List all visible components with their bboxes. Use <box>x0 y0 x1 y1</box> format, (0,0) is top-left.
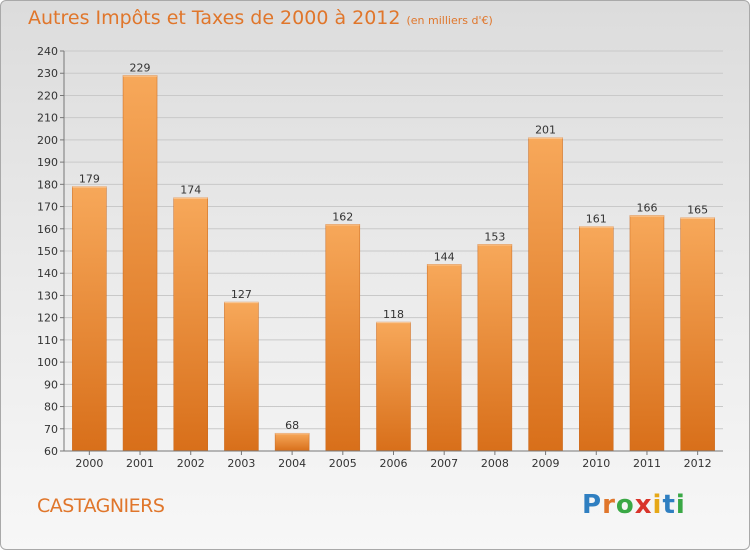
y-tick-label: 190 <box>37 156 58 169</box>
data-label-2003: 127 <box>231 288 252 301</box>
data-label-2004: 68 <box>285 419 299 432</box>
chart-title: Autres Impôts et Taxes de 2000 à 2012 (en… <box>28 7 493 29</box>
bar-2011 <box>629 215 665 452</box>
unit-note: (en milliers d'€) <box>406 14 493 27</box>
bar-2010 <box>579 226 614 452</box>
data-label-2009: 201 <box>535 124 556 137</box>
data-label-2010: 161 <box>586 213 607 226</box>
y-tick-label: 60 <box>44 445 58 458</box>
bar-2004 <box>274 432 310 452</box>
bar-2003 <box>224 301 259 452</box>
bar-2007 <box>426 264 462 452</box>
x-tick-label-2000: 2000 <box>75 457 103 470</box>
x-tick-label-2005: 2005 <box>329 457 357 470</box>
data-label-2011: 166 <box>636 201 657 214</box>
y-tick-label: 180 <box>37 178 58 191</box>
proxiti-logo: Proxiti <box>582 490 686 520</box>
x-tick-label-2007: 2007 <box>430 457 458 470</box>
y-tick-label: 120 <box>37 312 58 325</box>
y-tick-label: 200 <box>37 134 58 147</box>
chart-title-text: Autres Impôts et Taxes de 2000 à 2012 <box>28 7 401 29</box>
data-label-2000: 179 <box>79 173 100 186</box>
data-label-2005: 162 <box>332 210 353 223</box>
x-tick-label-2004: 2004 <box>278 457 306 470</box>
data-label-2008: 153 <box>484 230 505 243</box>
x-tick-label-2012: 2012 <box>684 457 712 470</box>
data-label-2007: 144 <box>434 250 455 263</box>
y-tick-label: 140 <box>37 267 58 280</box>
x-tick-label-2010: 2010 <box>582 457 610 470</box>
y-tick-label: 230 <box>37 67 58 80</box>
y-tick-label: 110 <box>37 334 58 347</box>
bar-2002 <box>173 197 208 452</box>
bar-2008 <box>477 244 513 452</box>
y-tick-label: 100 <box>37 356 58 369</box>
x-tick-label-2008: 2008 <box>481 457 509 470</box>
y-tick-label: 220 <box>37 89 58 102</box>
y-tick-label: 160 <box>37 223 58 236</box>
y-tick-label: 90 <box>44 378 58 391</box>
bars <box>72 75 715 452</box>
x-tick-label-2011: 2011 <box>633 457 661 470</box>
bar-2000 <box>72 186 107 452</box>
y-tick-label: 150 <box>37 245 58 258</box>
y-tick-label: 210 <box>37 112 58 125</box>
data-label-2001: 229 <box>130 61 151 74</box>
x-tick-label-2009: 2009 <box>532 457 560 470</box>
y-tick-label: 80 <box>44 401 58 414</box>
bar-2009 <box>528 137 563 452</box>
x-tick-label-2001: 2001 <box>126 457 154 470</box>
data-label-2002: 174 <box>180 184 201 197</box>
bar-2005 <box>325 224 361 452</box>
data-label-2006: 118 <box>383 308 404 321</box>
commune-name: CASTAGNIERS <box>37 495 165 517</box>
bar-2006 <box>376 321 411 452</box>
y-tick-label: 170 <box>37 201 58 214</box>
y-tick-label: 240 <box>37 45 58 58</box>
x-tick-label-2003: 2003 <box>227 457 255 470</box>
y-tick-label: 130 <box>37 289 58 302</box>
data-label-2012: 165 <box>687 204 708 217</box>
data-labels: 179 229 174 127 68 162 118 144 153 201 161 166 165 <box>79 61 708 432</box>
bar-2012 <box>680 217 715 452</box>
y-tick-label: 70 <box>44 423 58 436</box>
x-tick-label-2002: 2002 <box>177 457 205 470</box>
bar-2001 <box>122 75 158 452</box>
x-tick-label-2006: 2006 <box>380 457 408 470</box>
axes: 60 70 80 90 100 110 120 130 140 150 160 170 180 190 20… <box>37 45 723 470</box>
